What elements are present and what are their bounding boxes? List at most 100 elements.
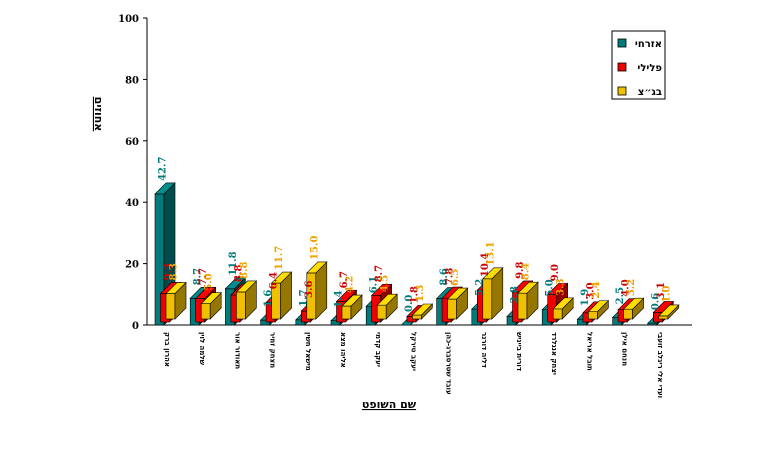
bar — [552, 297, 574, 320]
legend-swatch — [617, 86, 627, 96]
legend-label: פלילי — [637, 63, 662, 74]
bar-front — [552, 308, 563, 320]
legend-label: בג״צ — [638, 87, 662, 98]
value-label: 7.7 — [198, 268, 209, 285]
category-label: אליהו מצא — [339, 332, 347, 368]
y-tick-label: 0 — [132, 321, 139, 332]
bar-front — [412, 314, 422, 320]
bar — [235, 280, 258, 320]
category-label: שלמה לוין — [198, 332, 206, 366]
category-label: מצחק זמיר — [269, 332, 277, 368]
value-label: 5.0 — [204, 273, 215, 290]
value-label: 0.6 — [650, 293, 661, 310]
bar — [411, 303, 434, 320]
value-label: 1.3 — [415, 285, 426, 302]
category-label: תאודור אור — [233, 332, 241, 369]
bar-top — [552, 297, 574, 310]
value-label: 6.7 — [339, 271, 350, 288]
category-label: אהרון ברק — [163, 332, 171, 367]
bar-front — [588, 311, 598, 320]
bar — [517, 281, 539, 320]
category-label: תובל אריאל — [585, 332, 593, 371]
value-label: 1.0 — [661, 285, 672, 302]
value-label: 7.8 — [445, 268, 456, 285]
bar — [200, 291, 222, 320]
bar-top — [200, 292, 222, 304]
bar-top — [235, 280, 258, 293]
category-label: יעקב טירקל — [409, 332, 417, 371]
value-label: 8.4 — [521, 263, 532, 280]
bar — [658, 304, 680, 320]
bar — [622, 297, 645, 320]
y-tick-label: 80 — [125, 75, 139, 86]
bar — [165, 281, 187, 320]
bar-top — [658, 304, 680, 317]
value-label: 8.7 — [193, 268, 204, 285]
category-label: דורית בייניש — [515, 332, 523, 371]
bar-top — [622, 297, 645, 310]
bar-top — [376, 293, 398, 306]
y-tick-label: 40 — [125, 198, 139, 209]
value-label: 8.6 — [439, 268, 450, 285]
bar-top — [335, 290, 358, 302]
value-labels-layer: 42.79.38.3 8.77.75.011.88.88.81.66.411.71… — [158, 157, 673, 312]
category-labels-layer: אהרון ברק שלמה לוין תאודור אור מצחק זמיר מיש… — [163, 332, 664, 398]
value-label: 11.7 — [274, 246, 285, 270]
value-label: 11.8 — [228, 251, 239, 275]
y-axis-title: אחוזים — [92, 97, 105, 132]
bar-top — [194, 287, 217, 299]
bar — [587, 299, 610, 320]
legend: אזרחי פלילי בג״צ — [611, 30, 666, 100]
bar-top — [411, 303, 434, 316]
value-label: 8.7 — [374, 265, 385, 282]
value-label: 15.0 — [309, 236, 320, 260]
category-label: דליה דורנר — [480, 332, 488, 368]
bar-front — [165, 293, 176, 320]
bar-front — [658, 315, 669, 320]
value-label: 6.1 — [369, 276, 380, 293]
value-label: 1.6 — [263, 290, 274, 307]
bar — [270, 271, 293, 320]
value-label: 3.1 — [656, 282, 667, 299]
value-label: 13.1 — [485, 241, 496, 265]
value-label: 1.7 — [298, 289, 309, 306]
bar-front — [200, 303, 211, 320]
value-label: 0.0 — [404, 295, 415, 312]
value-label: 8.3 — [169, 263, 180, 280]
y-tick-label: 20 — [125, 260, 139, 271]
bar-front — [236, 291, 246, 320]
y-tick-label: 60 — [125, 137, 139, 148]
value-label: 4.2 — [345, 276, 356, 293]
bar-top — [482, 267, 504, 280]
category-label: מנחם אילן — [621, 332, 629, 366]
bar — [482, 267, 504, 320]
value-label: 42.7 — [158, 157, 169, 181]
legend-swatch — [617, 38, 627, 48]
value-label: 9.8 — [515, 261, 526, 278]
bar — [376, 293, 398, 320]
bar-top — [224, 277, 247, 290]
value-label: 5.0 — [545, 279, 556, 296]
value-label: 2.5 — [615, 287, 626, 304]
value-label: 6.4 — [269, 272, 280, 289]
bars-layer — [154, 182, 680, 326]
value-label: 3.3 — [556, 278, 567, 295]
bar-top — [446, 287, 469, 300]
value-label: 3.6 — [304, 281, 315, 298]
bar — [341, 294, 363, 320]
x-axis-title: שם השופט — [362, 398, 417, 411]
value-label: 8.8 — [233, 265, 244, 282]
value-label: 2.8 — [510, 286, 521, 303]
bar-top — [370, 283, 393, 296]
category-label: מישאל חשין — [304, 332, 312, 371]
bar-top — [341, 294, 363, 307]
legend-swatch — [617, 62, 627, 72]
value-label: 2.4 — [591, 281, 602, 298]
bar-front — [447, 298, 457, 320]
category-label: יצחק אנגלרד — [550, 332, 558, 375]
bar-top — [306, 261, 328, 274]
plot-frame: 0 20 40 60 80 100 — [118, 14, 692, 332]
value-label: 8.8 — [239, 262, 250, 279]
bar-top — [270, 271, 293, 284]
